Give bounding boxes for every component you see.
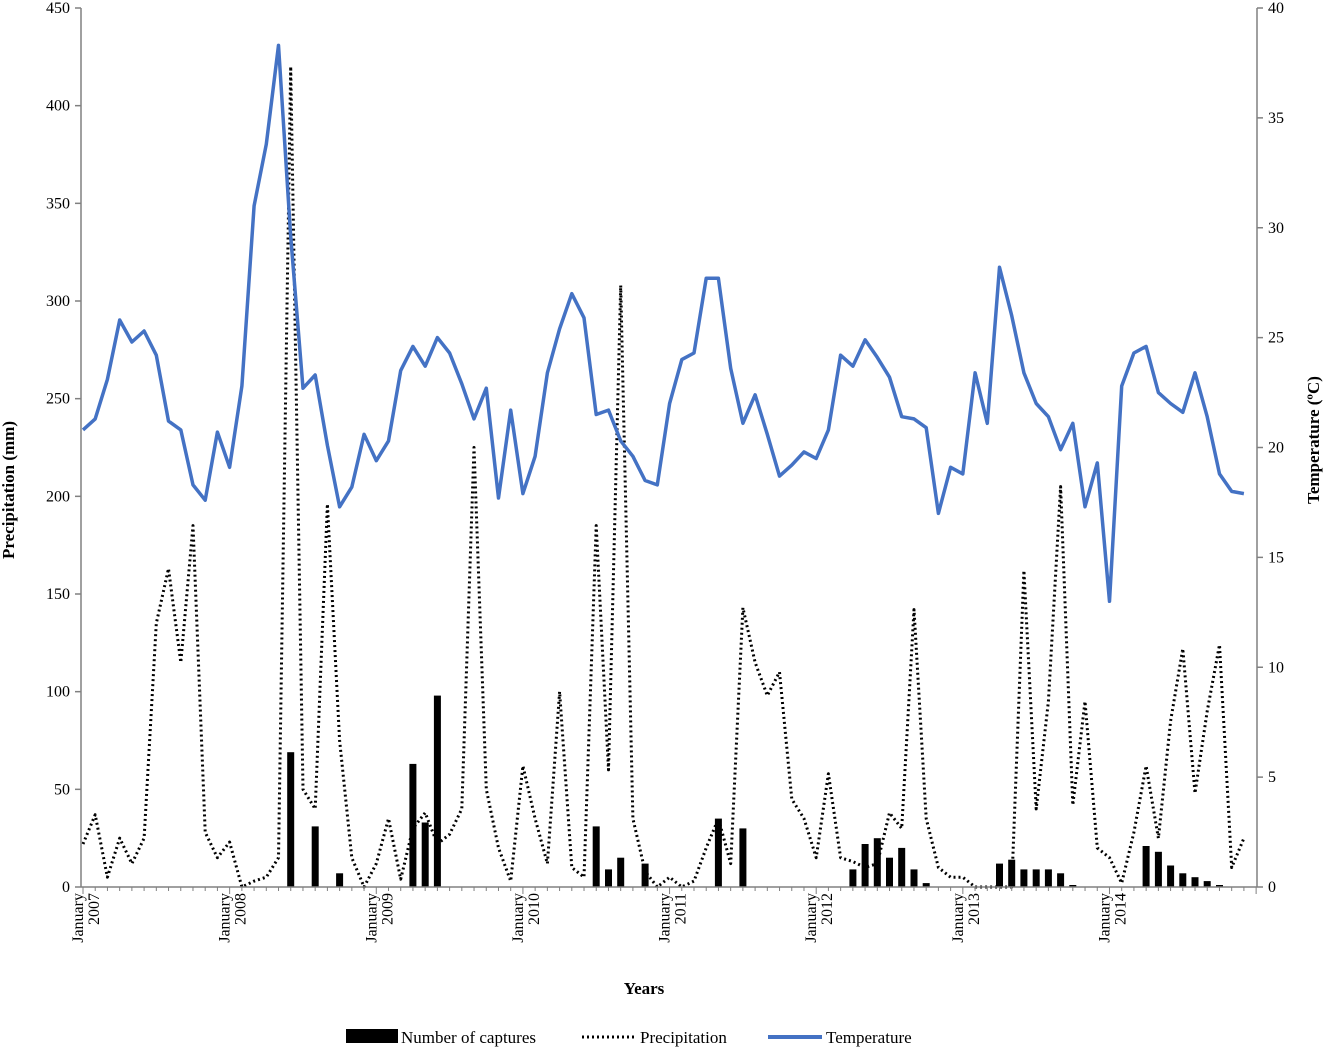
capture-bar xyxy=(1142,846,1150,887)
right-y-tick-label: 40 xyxy=(1268,0,1284,17)
capture-bar xyxy=(739,828,747,887)
capture-bar xyxy=(1167,865,1175,887)
right-y-tick-label: 35 xyxy=(1268,110,1284,127)
capture-bar xyxy=(433,695,441,887)
right-y-tick-label: 25 xyxy=(1268,330,1284,347)
plot-area xyxy=(81,43,1246,889)
capture-bar xyxy=(898,847,906,887)
left-y-tick-label: 150 xyxy=(46,586,70,603)
x-tick-label: January 2010 xyxy=(510,893,543,943)
x-tick-label-year: 2012 xyxy=(819,893,836,925)
x-tick-label: January 2007 xyxy=(70,893,103,943)
capture-bar xyxy=(1057,873,1065,887)
x-tick-label-month: January xyxy=(657,893,674,943)
legend: Number of captures Precipitation Tempera… xyxy=(346,1028,912,1047)
x-tick-label-year: 2013 xyxy=(966,893,983,925)
legend-swatch-captures xyxy=(346,1029,398,1043)
x-tick-label: January 2011 xyxy=(657,893,690,943)
x-tick-label-year: 2007 xyxy=(86,893,103,925)
right-y-tick-label: 10 xyxy=(1268,659,1284,676)
capture-bar xyxy=(861,844,869,887)
x-tick-label-month: January xyxy=(363,893,380,943)
capture-bar xyxy=(641,863,649,887)
capture-bar xyxy=(1069,885,1077,887)
left-y-tick-label: 100 xyxy=(46,684,70,701)
x-tick-label-month: January xyxy=(70,893,87,943)
precipitation-line xyxy=(81,65,1246,889)
right-y-tick-label: 20 xyxy=(1268,440,1284,457)
legend-label-captures: Number of captures xyxy=(401,1028,536,1047)
right-y-tick-label: 5 xyxy=(1268,769,1276,786)
x-tick-label-year: 2008 xyxy=(233,893,250,925)
x-tick-label: January 2009 xyxy=(363,893,396,943)
axes: 0 50 100 150 200 250 300 350 400 450 0 5 10 15 20 25 30 3… xyxy=(46,0,1284,943)
temperature-line xyxy=(81,43,1245,604)
left-y-tick-label: 350 xyxy=(46,195,70,212)
capture-bar xyxy=(1179,873,1187,887)
x-tick-label: January 2008 xyxy=(217,893,250,943)
capture-bar xyxy=(311,826,319,887)
legend-label-precipitation: Precipitation xyxy=(640,1028,727,1047)
left-y-axis-title: Precipitation (mm) xyxy=(0,421,18,559)
capture-bar xyxy=(592,826,600,887)
capture-bar xyxy=(421,822,429,887)
legend-label-temperature: Temperature xyxy=(826,1028,912,1047)
x-tick-label-month: January xyxy=(803,893,820,943)
capture-bar xyxy=(886,857,893,887)
capture-bar xyxy=(1154,851,1162,887)
x-tick-label-year: 2010 xyxy=(526,893,543,925)
left-y-tick-label: 50 xyxy=(54,781,70,798)
capture-bar xyxy=(617,857,625,887)
capture-bar xyxy=(910,869,918,887)
capture-bar xyxy=(1044,869,1052,887)
capture-bar xyxy=(605,869,612,887)
x-tick-label-month: January xyxy=(1097,893,1114,943)
capture-bar xyxy=(922,883,930,887)
right-y-axis-title: Temperature (ºC) xyxy=(1304,376,1323,504)
capture-bar xyxy=(287,752,295,887)
left-y-tick-label: 300 xyxy=(46,293,70,310)
capture-bar xyxy=(1020,869,1028,887)
x-tick-label-year: 2011 xyxy=(673,893,690,924)
x-tick-label: January 2013 xyxy=(950,893,983,943)
capture-bar xyxy=(714,818,722,887)
x-axis-title: Years xyxy=(624,979,665,998)
capture-bar xyxy=(1203,881,1211,887)
left-y-tick-label: 450 xyxy=(46,0,70,17)
right-y-tick-label: 15 xyxy=(1268,549,1284,566)
x-tick-label: January 2012 xyxy=(803,893,836,943)
right-y-tick-label: 30 xyxy=(1268,220,1284,237)
x-tick-label-year: 2014 xyxy=(1113,893,1130,925)
x-tick-label: January 2014 xyxy=(1097,893,1130,943)
capture-bar xyxy=(849,869,857,887)
capture-bar xyxy=(1191,877,1199,887)
capture-bar xyxy=(996,863,1003,887)
capture-bar xyxy=(336,873,344,887)
x-tick-label-month: January xyxy=(950,893,967,943)
x-tick-label-month: January xyxy=(217,893,234,943)
left-y-tick-label: 250 xyxy=(46,391,70,408)
capture-bar xyxy=(1216,885,1223,887)
left-y-tick-label: 400 xyxy=(46,98,70,115)
capture-bar xyxy=(409,763,417,887)
left-y-tick-label: 0 xyxy=(62,879,70,896)
capture-bar xyxy=(1032,869,1040,887)
left-y-tick-label: 200 xyxy=(46,488,70,505)
x-tick-label-year: 2009 xyxy=(379,893,396,925)
right-y-tick-label: 0 xyxy=(1268,879,1276,896)
x-tick-label-month: January xyxy=(510,893,527,943)
